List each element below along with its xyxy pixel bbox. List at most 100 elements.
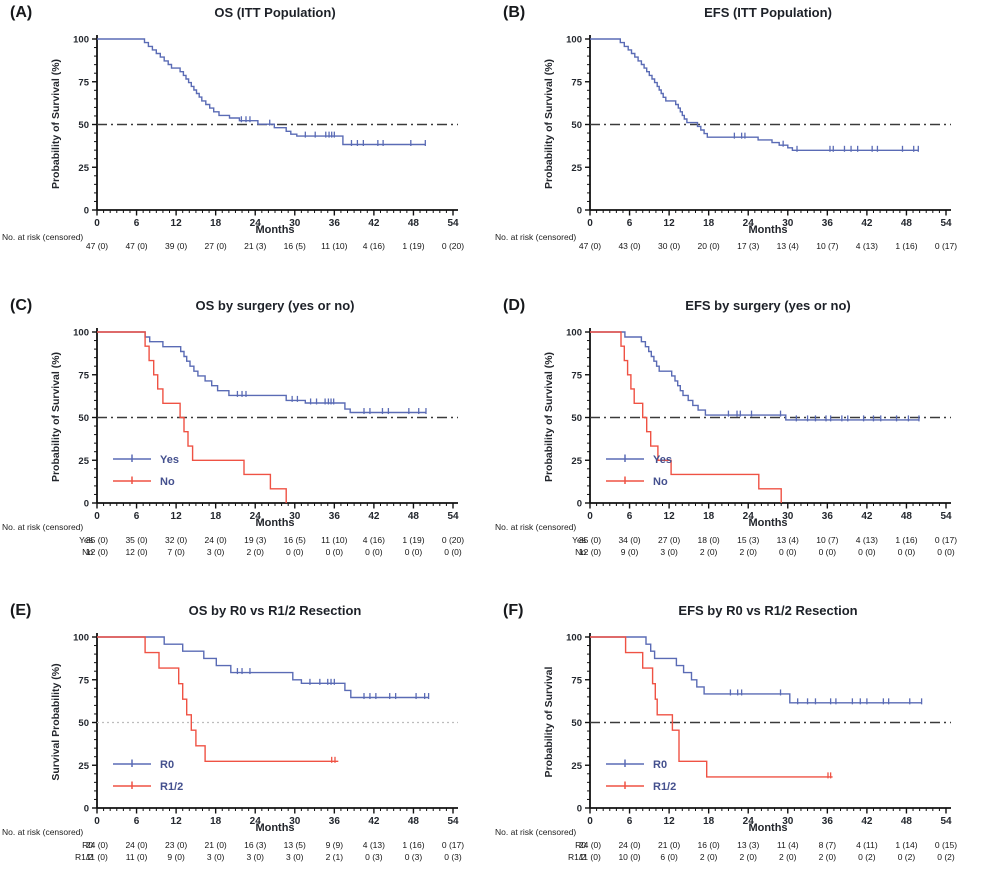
panel-title: OS (ITT Population) bbox=[214, 5, 336, 20]
risk-value: 0 (15) bbox=[934, 840, 958, 850]
y-tick-label: 75 bbox=[78, 370, 89, 381]
y-ticks bbox=[92, 331, 97, 504]
y-tick-label: 25 bbox=[78, 456, 89, 467]
risk-value: 0 (0) bbox=[444, 547, 462, 557]
y-ticks bbox=[585, 38, 590, 211]
x-tick-label: 12 bbox=[171, 218, 183, 229]
risk-value: 19 (3) bbox=[244, 535, 267, 545]
x-ticks bbox=[589, 808, 947, 814]
x-axis-label: Months bbox=[748, 224, 788, 236]
y-tick-label: 75 bbox=[571, 370, 582, 381]
y-ticks bbox=[585, 331, 590, 504]
risk-value: 1 (16) bbox=[895, 241, 918, 251]
x-axis-label: Months bbox=[748, 822, 788, 834]
x-tick-label: 30 bbox=[782, 511, 794, 522]
risk-value: 32 (0) bbox=[165, 535, 188, 545]
x-tick-label: 54 bbox=[940, 816, 952, 827]
y-tick-label: 75 bbox=[78, 77, 89, 88]
legend-label: Yes bbox=[160, 454, 179, 466]
risk-value: 20 (0) bbox=[697, 241, 720, 251]
risk-value: 4 (16) bbox=[362, 241, 385, 251]
risk-row-label: No bbox=[575, 547, 586, 557]
risk-value: 3 (0) bbox=[246, 852, 264, 862]
risk-value: 2 (0) bbox=[246, 547, 264, 557]
risk-value: 47 (0) bbox=[125, 241, 148, 251]
km-curve-r1-2 bbox=[97, 636, 339, 762]
x-tick-label: 48 bbox=[408, 816, 420, 827]
risk-value: 23 (0) bbox=[165, 840, 188, 850]
risk-value: 0 (0) bbox=[365, 547, 383, 557]
y-tick-label: 0 bbox=[84, 206, 89, 217]
km-curve-no bbox=[97, 331, 287, 503]
y-tick-label: 100 bbox=[73, 35, 89, 46]
risk-value: 27 (0) bbox=[204, 241, 227, 251]
risk-table-label: No. at risk (censored) bbox=[2, 827, 84, 837]
y-tick-label: 25 bbox=[571, 163, 582, 174]
risk-value: 2 (0) bbox=[699, 547, 718, 557]
x-tick-label: 42 bbox=[861, 511, 873, 522]
risk-value: 2 (0) bbox=[818, 852, 837, 862]
x-tick-label: 42 bbox=[368, 511, 380, 522]
y-tick-label: 100 bbox=[73, 328, 89, 339]
x-tick-label: 6 bbox=[627, 218, 633, 229]
risk-value: 1 (14) bbox=[895, 840, 918, 850]
x-tick-label: 36 bbox=[822, 816, 834, 827]
x-tick-label: 24 bbox=[250, 511, 262, 522]
panel-letter: (B) bbox=[503, 4, 526, 21]
y-tick-label: 50 bbox=[571, 120, 582, 131]
x-tick-label: 12 bbox=[664, 218, 676, 229]
risk-table-label: No. at risk (censored) bbox=[2, 232, 84, 242]
x-tick-label: 24 bbox=[250, 816, 262, 827]
x-tick-label: 42 bbox=[368, 816, 380, 827]
y-tick-label: 0 bbox=[577, 499, 582, 510]
risk-value: 16 (5) bbox=[283, 535, 306, 545]
km-curve-os bbox=[97, 38, 426, 146]
km-curve-r0 bbox=[590, 636, 922, 704]
risk-table-label: No. at risk (censored) bbox=[495, 827, 577, 837]
y-tick-label: 0 bbox=[577, 206, 582, 217]
x-tick-label: 6 bbox=[134, 511, 140, 522]
risk-value: 11 (0) bbox=[579, 852, 601, 862]
legend: R0 R1/2 bbox=[113, 759, 183, 793]
y-tick-label: 25 bbox=[571, 761, 582, 772]
censor-ticks-yes bbox=[236, 390, 427, 415]
risk-value: 4 (11) bbox=[856, 840, 878, 850]
risk-value: 3 (0) bbox=[206, 852, 225, 862]
y-tick-label: 100 bbox=[566, 328, 582, 339]
y-tick-label: 75 bbox=[78, 675, 89, 686]
risk-value: 13 (4) bbox=[776, 241, 799, 251]
x-tick-label: 54 bbox=[940, 511, 952, 522]
risk-value: 10 (7) bbox=[816, 535, 839, 545]
risk-value: 0 (2) bbox=[897, 852, 916, 862]
risk-value: 24 (0) bbox=[204, 535, 227, 545]
km-curve-no bbox=[590, 331, 782, 503]
panel-title: OS by R0 vs R1/2 Resection bbox=[188, 603, 362, 618]
x-tick-label: 0 bbox=[94, 511, 100, 522]
x-tick-label: 30 bbox=[782, 218, 794, 229]
risk-value: 21 (0) bbox=[204, 840, 227, 850]
km-plot: 0 25 50 75 100 0 6 12 18 24 30 36 42 48 54 Yes No bbox=[73, 328, 459, 523]
y-tick-label: 50 bbox=[78, 120, 89, 131]
risk-value: 13 (4) bbox=[776, 535, 799, 545]
risk-value: 0 (0) bbox=[779, 547, 797, 557]
panel-letter: (F) bbox=[503, 602, 524, 619]
y-tick-label: 50 bbox=[78, 413, 89, 424]
y-ticks bbox=[92, 38, 97, 211]
y-tick-label: 25 bbox=[78, 163, 89, 174]
risk-table-label: No. at risk (censored) bbox=[495, 232, 577, 242]
km-plot: 0 25 50 75 100 0 6 12 18 24 30 36 42 48 54 Yes No bbox=[566, 328, 952, 523]
km-curve-r1-2 bbox=[590, 636, 833, 778]
x-tick-label: 30 bbox=[289, 816, 301, 827]
x-tick-label: 24 bbox=[743, 511, 755, 522]
panel-f: (F) EFS by R0 vs R1/2 Resection Probabil… bbox=[493, 598, 986, 881]
x-ticks bbox=[96, 210, 454, 216]
panel-letter: (A) bbox=[10, 4, 33, 21]
x-tick-label: 54 bbox=[940, 218, 952, 229]
x-tick-label: 24 bbox=[250, 218, 262, 229]
risk-value: 0 (0) bbox=[286, 547, 304, 557]
km-plot: 0 25 50 75 100 0 6 12 18 24 30 36 42 48 54 R0 R1/2 bbox=[566, 633, 952, 828]
risk-row-label: Yes bbox=[572, 535, 586, 545]
risk-value: 11 (10) bbox=[321, 535, 348, 545]
risk-row-label: R0 bbox=[575, 840, 586, 850]
x-tick-label: 42 bbox=[861, 816, 873, 827]
